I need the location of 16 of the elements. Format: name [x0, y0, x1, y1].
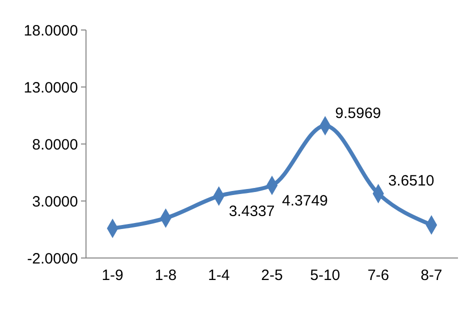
data-label: 3.6510: [388, 172, 434, 190]
data-label: 4.3749: [282, 192, 328, 210]
x-tick-label: 5-10: [310, 267, 340, 284]
y-tick-label: 18.0000: [24, 22, 78, 40]
data-label: 9.5969: [335, 104, 382, 122]
x-tick-label: 1-4: [208, 267, 230, 284]
x-tick-label: 2-5: [261, 267, 283, 284]
data-label: 3.4337: [228, 203, 275, 220]
x-tick-label: 1-8: [154, 267, 177, 284]
y-tick-label: 8.0000: [32, 136, 78, 154]
x-tick-label: 8-7: [420, 267, 442, 284]
x-tick-label: 7-6: [367, 267, 390, 284]
y-tick-label: 3.0000: [32, 193, 78, 210]
y-tick-label: 13.0000: [24, 79, 78, 96]
x-tick-label: 1-9: [102, 267, 124, 284]
y-tick-label: -2.0000: [27, 250, 78, 268]
